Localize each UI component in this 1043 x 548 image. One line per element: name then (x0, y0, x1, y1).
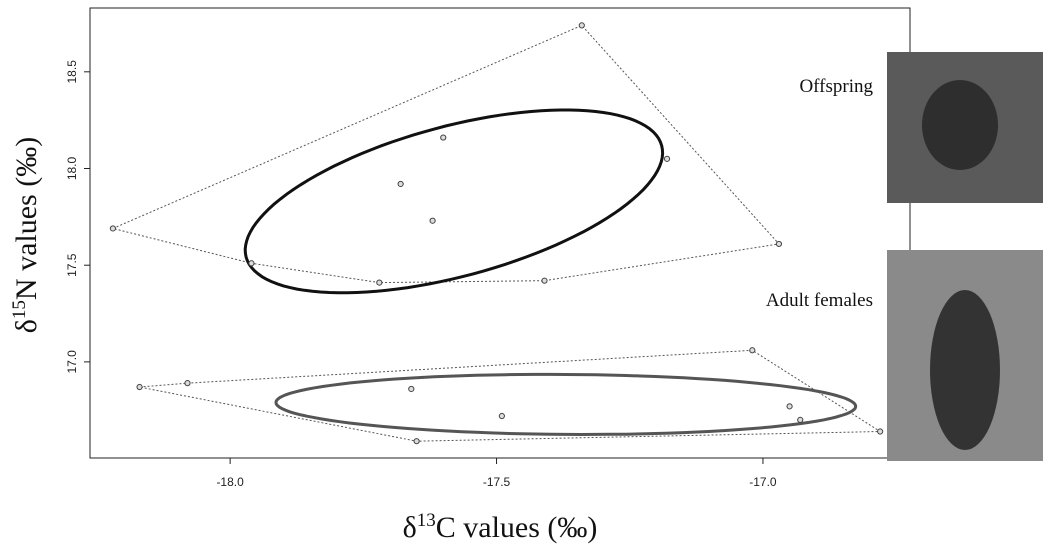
point (798, 417, 803, 422)
point (137, 384, 142, 389)
y-tick-label: 17.0 (65, 350, 79, 374)
x-axis-title: δ13C values (‰) (403, 510, 598, 544)
point (499, 413, 504, 418)
x-title-part: δ (403, 511, 417, 544)
point (579, 23, 584, 28)
point (110, 226, 115, 231)
plot-frame (90, 8, 910, 458)
point (542, 278, 547, 283)
ellipse (245, 110, 662, 293)
y-title-part: N values (‰) (10, 137, 43, 300)
point (878, 429, 883, 434)
point (664, 156, 669, 161)
y-title-part: δ (10, 319, 43, 333)
x-tick-label: -17.5 (483, 475, 511, 489)
point (409, 386, 414, 391)
x-tick-label: -17.0 (749, 475, 777, 489)
convex-hull (113, 25, 779, 282)
x-tick-label: -18.0 (216, 475, 244, 489)
point (750, 348, 755, 353)
point (398, 181, 403, 186)
point (249, 261, 254, 266)
y-tick-label: 18.0 (65, 157, 79, 181)
photo-subject (922, 80, 998, 170)
legend-label: Offspring (799, 76, 873, 97)
point (787, 404, 792, 409)
y-tick-label: 17.5 (65, 253, 79, 277)
point (185, 381, 190, 386)
point (441, 135, 446, 140)
y-title-part: 15 (9, 300, 30, 319)
x-title-part: 13 (417, 510, 436, 531)
ellipse (276, 374, 856, 434)
point (430, 218, 435, 223)
y-axis-title: δ15N values (‰) (9, 137, 43, 333)
y-tick-label: 18.5 (65, 60, 79, 84)
legend-label: Adult females (766, 290, 873, 311)
point (377, 280, 382, 285)
photo-subject (930, 290, 1000, 450)
point (414, 439, 419, 444)
chart: Offspring Adult females δ13C values (‰) … (0, 0, 1043, 548)
point (776, 241, 781, 246)
x-title-part: C values (‰) (436, 511, 598, 544)
